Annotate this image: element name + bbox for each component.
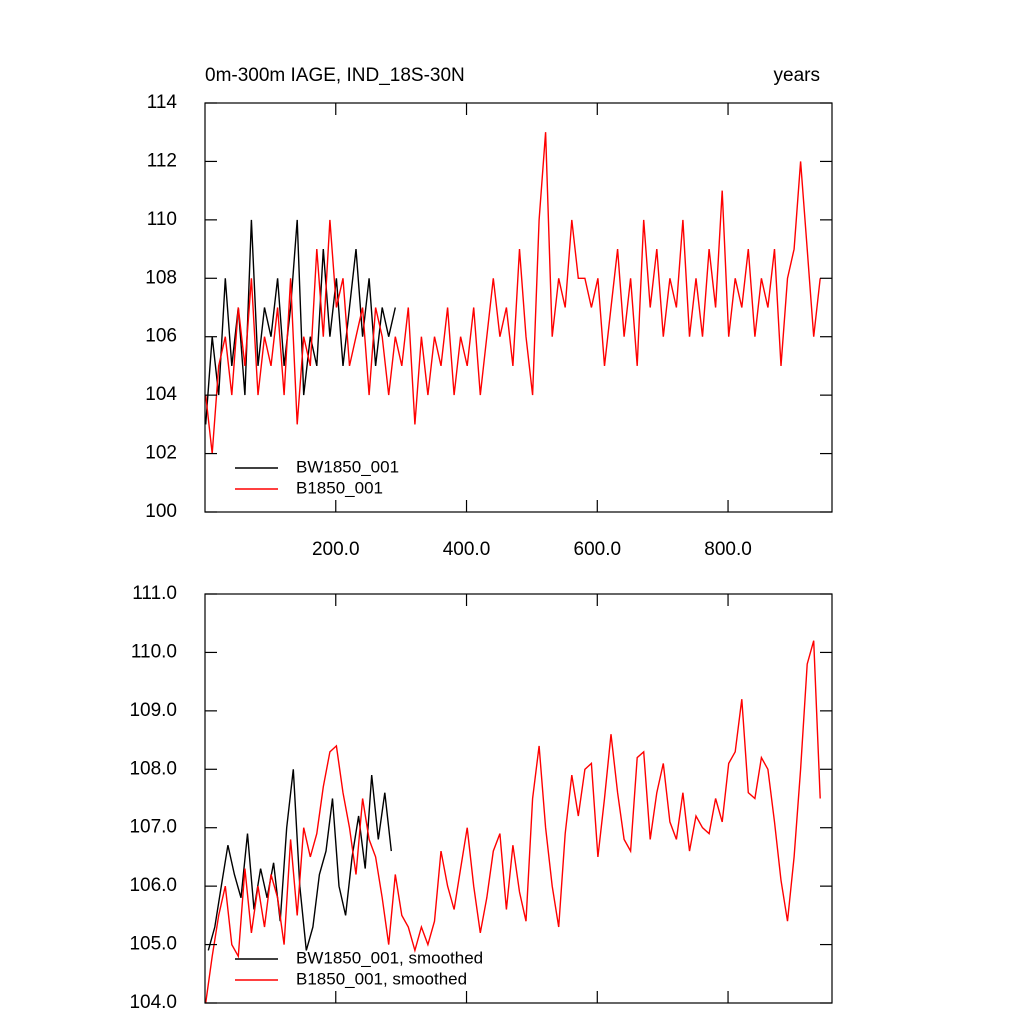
x-tick-label: 800.0 [704, 539, 752, 560]
data-line [207, 769, 392, 951]
y-tick-label: 106 [145, 326, 177, 347]
chart-title: 0m-300m IAGE, IND_18S-30N [205, 65, 465, 86]
y-tick-label: 108.0 [129, 758, 177, 779]
plot-frame [204, 593, 833, 1004]
y-tick-label: 102 [145, 443, 177, 464]
y-tick-label: 107.0 [129, 817, 177, 838]
y-tick-label: 108 [145, 267, 177, 288]
legend-label: BW1850_001, smoothed [296, 948, 483, 967]
y-tick-label: 110.0 [131, 641, 177, 662]
y-tick-label: 109.0 [129, 700, 177, 721]
y-tick-label: 100 [145, 501, 177, 522]
y-tick-label: 106.0 [129, 875, 177, 896]
y-tick-label: 112 [147, 150, 177, 171]
plot-frame [204, 102, 833, 513]
data-line [205, 132, 821, 454]
x-tick-label: 600.0 [574, 539, 622, 560]
y-tick-label: 104 [145, 384, 177, 405]
data-line [205, 219, 396, 425]
legend-label: B1850_001 [296, 478, 383, 497]
y-tick-label: 105.0 [129, 934, 177, 955]
data-line [205, 640, 821, 1004]
y-tick-label: 104.0 [129, 992, 177, 1013]
legend-label: B1850_001, smoothed [296, 969, 467, 988]
x-tick-label: 400.0 [443, 539, 491, 560]
x-tick-label: 200.0 [312, 539, 360, 560]
y-tick-label: 110 [147, 209, 177, 230]
chart-subtitle: years [774, 65, 820, 86]
legend-label: BW1850_001 [296, 457, 399, 476]
y-tick-label: 111.0 [132, 583, 177, 604]
y-tick-label: 114 [147, 92, 178, 113]
